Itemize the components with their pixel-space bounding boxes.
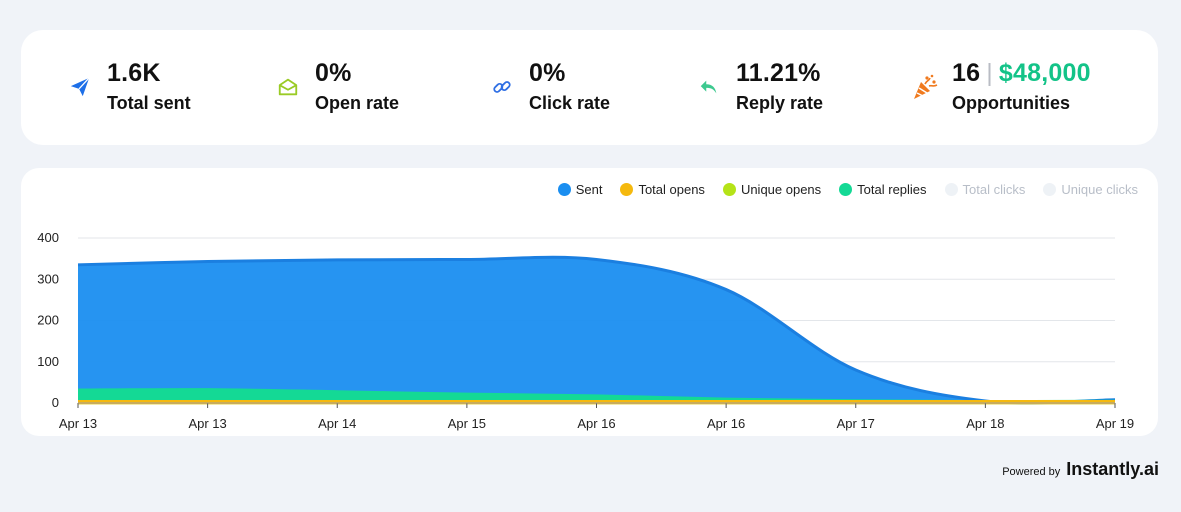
party-popper-icon xyxy=(910,72,940,102)
x-tick-label: Apr 13 xyxy=(188,416,226,431)
separator: | xyxy=(986,59,993,87)
stat-label: Reply rate xyxy=(736,93,824,113)
legend-dot xyxy=(839,183,853,196)
brand-logo: Instantly.ai xyxy=(1066,459,1159,479)
x-tick-label: Apr 17 xyxy=(837,416,875,431)
opportunities-value: $48,000 xyxy=(998,59,1091,87)
x-tick-label: Apr 13 xyxy=(59,416,97,431)
legend-dot xyxy=(620,183,634,196)
open-envelope-icon xyxy=(273,72,303,102)
stat-value: 16 | $48,000 xyxy=(952,58,1091,88)
legend-label: Total replies xyxy=(857,182,927,197)
series-sent-line xyxy=(77,255,1116,405)
legend-dot xyxy=(557,183,571,196)
stat-value: 0% xyxy=(529,59,566,87)
legend-item-unique-opens[interactable]: Unique opens xyxy=(722,182,822,197)
reply-arrow-icon xyxy=(694,72,724,102)
stat-label: Click rate xyxy=(529,93,611,113)
x-tick-label: Apr 18 xyxy=(966,416,1004,431)
chart-legend: Sent Total opens Unique opens Total repl… xyxy=(557,182,1138,197)
series-sent-area[interactable] xyxy=(78,257,1115,403)
x-tick-label: Apr 15 xyxy=(448,416,486,431)
legend-dot xyxy=(944,183,958,196)
legend-item-total-opens[interactable]: Total opens xyxy=(620,182,705,197)
legend-label: Unique clicks xyxy=(1061,182,1138,197)
legend-label: Unique opens xyxy=(740,182,822,197)
x-tick-label: Apr 19 xyxy=(1096,416,1134,431)
chart-card: 0 100 200 300 400 Apr 13 Apr 13 Apr 14 Apr 15 Apr… xyxy=(21,168,1158,436)
stats-card: 1.6K Total sent 0% Open rate 0% Click ra… xyxy=(21,30,1158,145)
opens-baseline xyxy=(78,400,1115,403)
stat-label: Open rate xyxy=(315,93,400,113)
legend-label: Total clicks xyxy=(962,182,1026,197)
x-tick-label: Apr 16 xyxy=(707,416,745,431)
legend-label: Sent xyxy=(575,182,603,197)
stat-value: 1.6K xyxy=(107,59,161,87)
powered-by-text: Powered by xyxy=(1002,466,1061,478)
x-tick-label: Apr 14 xyxy=(318,416,356,431)
stat-reply-rate: 11.21% Reply rate xyxy=(694,58,823,115)
legend-dot xyxy=(722,183,736,196)
stat-open-rate: 0% Open rate xyxy=(273,58,399,115)
legend-item-total-replies[interactable]: Total replies xyxy=(839,182,927,197)
stat-label: Opportunities xyxy=(952,93,1070,113)
area-chart: 0 100 200 300 400 Apr 13 Apr 13 Apr 14 Apr 15 Apr… xyxy=(37,230,1134,431)
y-tick-label: 300 xyxy=(37,271,59,286)
y-tick-label: 200 xyxy=(37,313,59,328)
paper-plane-icon xyxy=(65,72,95,102)
x-tick-label: Apr 16 xyxy=(577,416,615,431)
stat-opportunities: 16 | $48,000 Opportunities xyxy=(910,58,1091,115)
link-icon xyxy=(487,72,517,102)
y-tick-label: 400 xyxy=(37,230,59,245)
opportunities-count: 16 xyxy=(952,59,981,87)
legend-label: Total opens xyxy=(638,182,705,197)
legend-item-sent[interactable]: Sent xyxy=(557,182,603,197)
powered-by[interactable]: Powered by Instantly.ai xyxy=(1002,459,1159,480)
y-tick-label: 100 xyxy=(37,354,59,369)
stat-label: Total sent xyxy=(107,93,191,113)
legend-item-unique-clicks[interactable]: Unique clicks xyxy=(1043,182,1138,197)
stat-value: 0% xyxy=(315,59,352,87)
legend-item-total-clicks[interactable]: Total clicks xyxy=(944,182,1026,197)
stat-value: 11.21% xyxy=(736,59,821,87)
legend-dot xyxy=(1043,183,1057,196)
stat-total-sent: 1.6K Total sent xyxy=(65,58,191,115)
stat-click-rate: 0% Click rate xyxy=(487,58,610,115)
y-tick-label: 0 xyxy=(52,395,59,410)
